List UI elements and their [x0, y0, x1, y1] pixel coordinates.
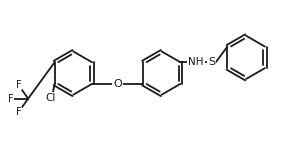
- Text: S: S: [208, 57, 215, 67]
- Text: Cl: Cl: [46, 93, 56, 103]
- Text: F: F: [16, 107, 21, 117]
- Text: NH: NH: [188, 57, 204, 67]
- Text: F: F: [16, 80, 21, 90]
- Text: O: O: [113, 79, 122, 89]
- Text: F: F: [8, 94, 13, 104]
